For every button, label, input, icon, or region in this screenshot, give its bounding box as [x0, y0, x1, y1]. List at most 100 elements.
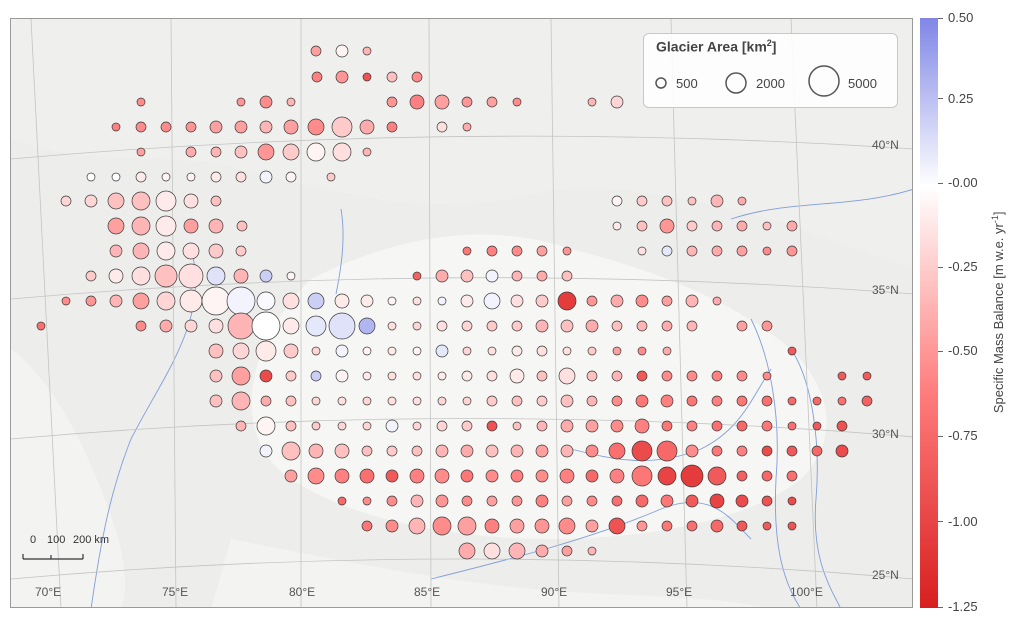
- glacier-bubble: [484, 518, 500, 534]
- glacier-bubble: [282, 292, 300, 310]
- glacier-bubble: [135, 320, 147, 332]
- meridian-line: [550, 19, 560, 607]
- glacier-bubble: [460, 294, 474, 308]
- river: [335, 208, 344, 295]
- glacier-bubble: [512, 421, 522, 431]
- glacier-bubble: [687, 196, 697, 206]
- glacier-bubble: [611, 195, 623, 207]
- glacier-bubble: [358, 317, 376, 335]
- glacier-bubble: [131, 266, 151, 286]
- glacier-bubble: [661, 295, 673, 307]
- glacier-bubble: [437, 371, 447, 381]
- glacier-bubble: [535, 469, 549, 483]
- glacier-bubble: [206, 266, 226, 286]
- glacier-bubble: [107, 217, 125, 235]
- glacier-bubble: [636, 195, 648, 207]
- glacier-bubble: [786, 445, 798, 457]
- glacier-bubble: [457, 516, 477, 536]
- glacier-bubble: [362, 371, 372, 381]
- glacier-bubble: [786, 470, 798, 482]
- glacier-bubble: [435, 444, 449, 458]
- glacier-bubble: [61, 296, 71, 306]
- glacier-bubble: [686, 395, 698, 407]
- glacier-bubble: [761, 470, 773, 482]
- glacier-bubble: [511, 395, 523, 407]
- glacier-bubble: [259, 170, 273, 184]
- glacier-bubble: [560, 394, 574, 408]
- glacier-bubble: [256, 416, 276, 436]
- glacier-bubble: [686, 220, 698, 232]
- glacier-bubble: [311, 421, 321, 431]
- glacier-bubble: [559, 468, 575, 484]
- glacier-bubble: [560, 319, 574, 333]
- glacier-bubble: [637, 346, 647, 356]
- glacier-bubble: [611, 320, 623, 332]
- glacier-bubble: [661, 245, 673, 257]
- glacier-bubble: [511, 345, 523, 357]
- glacier-bubble: [385, 519, 399, 533]
- glacier-bubble: [511, 270, 523, 282]
- glacier-bubble: [387, 346, 397, 356]
- glacier-bubble: [660, 494, 674, 508]
- glacier-bubble: [412, 346, 422, 356]
- lon-label-70: 70°E: [35, 585, 62, 599]
- river: [570, 368, 772, 461]
- glacier-bubble: [256, 291, 276, 311]
- glacier-bubble: [209, 120, 223, 134]
- glacier-bubble: [208, 218, 224, 234]
- glacier-bubble: [284, 469, 298, 483]
- glacier-bubble: [178, 263, 204, 289]
- glacier-bubble: [387, 296, 397, 306]
- colorbar-label: -0.50: [948, 343, 978, 358]
- lon-label-100: 100°E: [790, 585, 823, 599]
- graticule: [11, 19, 912, 607]
- glacier-bubble: [686, 245, 698, 257]
- glacier-bubble: [359, 119, 375, 135]
- glacier-bubble: [634, 418, 650, 434]
- glacier-bubble: [635, 294, 649, 308]
- size-legend-circle-500: [655, 77, 667, 89]
- parallel-line: [11, 558, 912, 580]
- glacier-bubble: [736, 370, 748, 382]
- glacier-bubble: [635, 494, 649, 508]
- glacier-bubble: [282, 317, 300, 335]
- glacier-bubble: [509, 368, 525, 384]
- glacier-bubble: [159, 319, 173, 333]
- glacier-bubble: [235, 420, 247, 432]
- scale-label-100: 100: [47, 534, 66, 546]
- glacier-bubble: [510, 469, 524, 483]
- glacier-bubble: [761, 495, 773, 507]
- glacier-bubble: [285, 171, 297, 183]
- glacier-bubble: [736, 320, 748, 332]
- glacier-bubble: [787, 496, 797, 506]
- glacier-bubble: [485, 469, 499, 483]
- glacier-bubble: [236, 220, 248, 232]
- glacier-bubble: [311, 346, 321, 356]
- glacier-bubble: [387, 396, 397, 406]
- glacier-bubble: [761, 320, 773, 332]
- glacier-bubble: [762, 221, 772, 231]
- colorbar-title: Specific Mass Balance [m w.e. yr-1]: [989, 211, 1007, 414]
- glacier-bubble: [736, 470, 748, 482]
- glacier-bubble: [483, 292, 501, 310]
- colorbar-tick: [938, 436, 943, 437]
- glacier-bubble: [486, 395, 498, 407]
- glacier-bubble: [179, 289, 203, 313]
- glacier-bubble: [560, 444, 574, 458]
- lon-label-85: 85°E: [414, 585, 441, 599]
- glacier-bubble: [411, 445, 423, 457]
- glacier-bubble: [637, 246, 647, 256]
- glacier-bubble: [461, 370, 473, 382]
- colorbar-tick: [938, 521, 943, 522]
- river: [430, 502, 752, 580]
- glacier-bubble: [736, 220, 748, 232]
- parallel-line: [11, 418, 912, 440]
- glacier-bubble: [835, 444, 849, 458]
- scale-bar: [22, 554, 84, 560]
- glacier-bubble: [711, 370, 723, 382]
- glacier-bubble: [483, 542, 501, 560]
- glacier-bubble: [585, 444, 599, 458]
- glacier-bubble: [660, 394, 674, 408]
- glacier-bubble: [661, 370, 673, 382]
- glacier-bubble: [183, 193, 199, 209]
